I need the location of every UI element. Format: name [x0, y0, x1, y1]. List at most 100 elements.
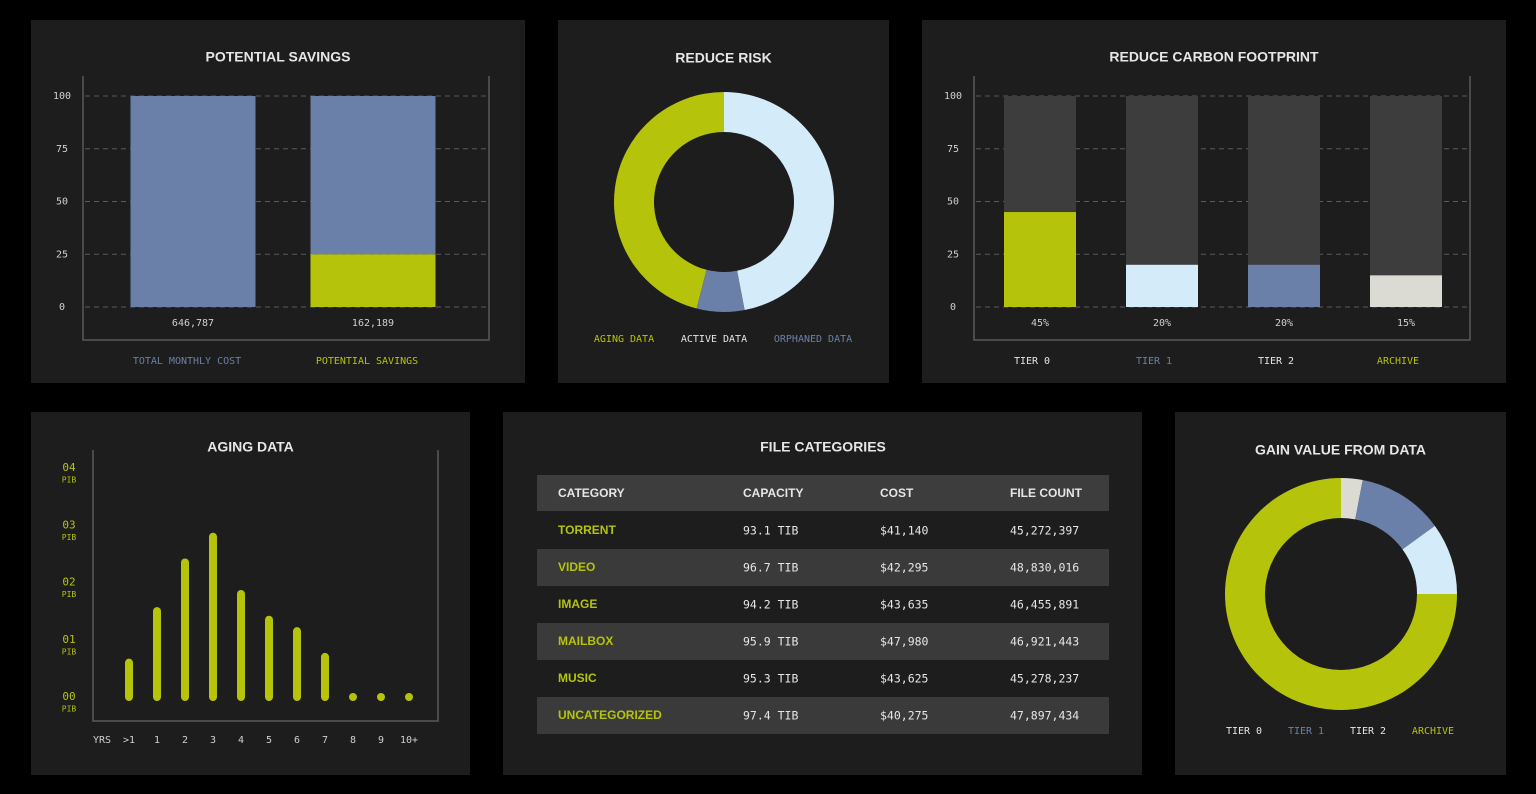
table-header: COST [880, 486, 914, 500]
x-tick-label: 4 [238, 735, 244, 746]
x-tick-label: 646,787 [172, 318, 214, 329]
donut-segment [724, 91, 835, 311]
bar [1248, 264, 1320, 307]
y-tick-label: 03 [62, 518, 75, 531]
legend-label: TIER 1 [1288, 726, 1324, 737]
x-tick-label: TIER 2 [1258, 356, 1294, 367]
x-tick-label: 8 [350, 735, 356, 746]
legend-label: ARCHIVE [1412, 726, 1454, 737]
value-label: 20% [1153, 318, 1171, 329]
y-tick-label: 02 [62, 576, 75, 589]
table-cell: $42,295 [880, 561, 928, 575]
y-tick-label: 0 [950, 302, 956, 313]
table-cell: 45,278,237 [1010, 672, 1079, 686]
table-cell: 95.3 TIB [743, 672, 798, 686]
donut-segment [1355, 480, 1435, 550]
table-cell: 48,830,016 [1010, 561, 1079, 575]
chart-title: REDUCE CARBON FOOTPRINT [1109, 49, 1319, 65]
table-cell: TORRENT [558, 523, 616, 537]
y-tick-label: 75 [947, 144, 959, 155]
x-axis-label: YRS [93, 735, 111, 746]
table-cell: MUSIC [558, 671, 597, 685]
table-cell: 95.9 TIB [743, 635, 798, 649]
y-tick-label: 00 [62, 690, 75, 703]
bar [1126, 264, 1198, 307]
x-tick-label: TIER 1 [1136, 356, 1172, 367]
x-tick-label: 2 [182, 735, 188, 746]
y-unit-label: PIB [62, 647, 77, 656]
y-tick-label: 100 [944, 91, 962, 102]
table-cell: VIDEO [558, 560, 595, 574]
y-unit-label: PIB [62, 533, 77, 542]
table-cell: $40,275 [880, 709, 928, 723]
table-header: CATEGORY [558, 486, 625, 500]
axis-frame [92, 450, 439, 722]
x-tick-label: TIER 0 [1014, 356, 1050, 367]
table-header: CAPACITY [743, 486, 803, 500]
bar [1004, 212, 1076, 307]
x-tick-label: 7 [322, 735, 328, 746]
legend-label: TIER 2 [1350, 726, 1386, 737]
donut-segment [1402, 525, 1457, 594]
table-cell: $47,980 [880, 635, 929, 649]
legend-label: TIER 0 [1226, 726, 1262, 737]
table-cell: 93.1 TIB [743, 524, 798, 538]
table-row-shade [537, 697, 1109, 734]
x-tick-label: 5 [266, 735, 272, 746]
legend-label: AGING DATA [594, 334, 654, 345]
legend-label: ORPHANED DATA [774, 334, 852, 345]
y-tick-label: 100 [53, 91, 71, 102]
y-tick-label: 75 [56, 144, 68, 155]
axis-frame [973, 76, 1471, 341]
y-tick-label: 50 [56, 197, 68, 208]
donut-segment [1225, 478, 1457, 710]
chart-title: REDUCE RISK [675, 50, 771, 66]
x-tick-label: 6 [294, 735, 300, 746]
donut-segment [613, 92, 724, 309]
table-cell: 45,272,397 [1010, 524, 1079, 538]
donut-segment [1341, 478, 1363, 520]
x-tick-label: 9 [378, 735, 384, 746]
bar-segment [130, 96, 256, 307]
y-unit-label: PIB [62, 590, 77, 599]
bar-segment [310, 254, 436, 307]
table-cell: $43,625 [880, 672, 928, 686]
table-cell: 97.4 TIB [743, 709, 798, 723]
chart-title: POTENTIAL SAVINGS [206, 49, 351, 65]
x-tick-label: 1 [154, 735, 160, 746]
panel [31, 412, 470, 775]
chart-title: GAIN VALUE FROM DATA [1255, 442, 1426, 458]
x-tick-label: ARCHIVE [1377, 356, 1419, 367]
value-label: 20% [1275, 318, 1293, 329]
y-unit-label: PIB [62, 476, 77, 485]
table-cell: MAILBOX [558, 634, 613, 648]
y-tick-label: 01 [62, 633, 75, 646]
y-unit-label: PIB [62, 705, 77, 714]
x-tick-label: 10+ [400, 735, 418, 746]
y-tick-label: 25 [947, 249, 959, 260]
table-cell: 46,455,891 [1010, 598, 1079, 612]
legend-label: ACTIVE DATA [681, 334, 747, 345]
y-tick-label: 25 [56, 249, 68, 260]
donut-segment [696, 269, 745, 313]
chart-title: AGING DATA [207, 439, 294, 455]
value-label: 45% [1031, 318, 1049, 329]
table-row-shade [537, 623, 1109, 660]
table-header-row [537, 475, 1109, 511]
value-label: 15% [1397, 318, 1415, 329]
y-tick-label: 50 [947, 197, 959, 208]
y-tick-label: 04 [62, 461, 76, 474]
table-cell: $41,140 [880, 524, 929, 538]
table-cell: $43,635 [880, 598, 928, 612]
table-cell: 94.2 TIB [743, 598, 798, 612]
bar-track [1370, 96, 1442, 307]
panel [558, 20, 889, 383]
table-cell: IMAGE [558, 597, 597, 611]
legend-label: TOTAL MONTHLY COST [133, 356, 241, 367]
x-tick-label: 162,189 [352, 318, 394, 329]
table-cell: 96.7 TIB [743, 561, 798, 575]
table-cell: 47,897,434 [1010, 709, 1079, 723]
table-cell: 46,921,443 [1010, 635, 1079, 649]
